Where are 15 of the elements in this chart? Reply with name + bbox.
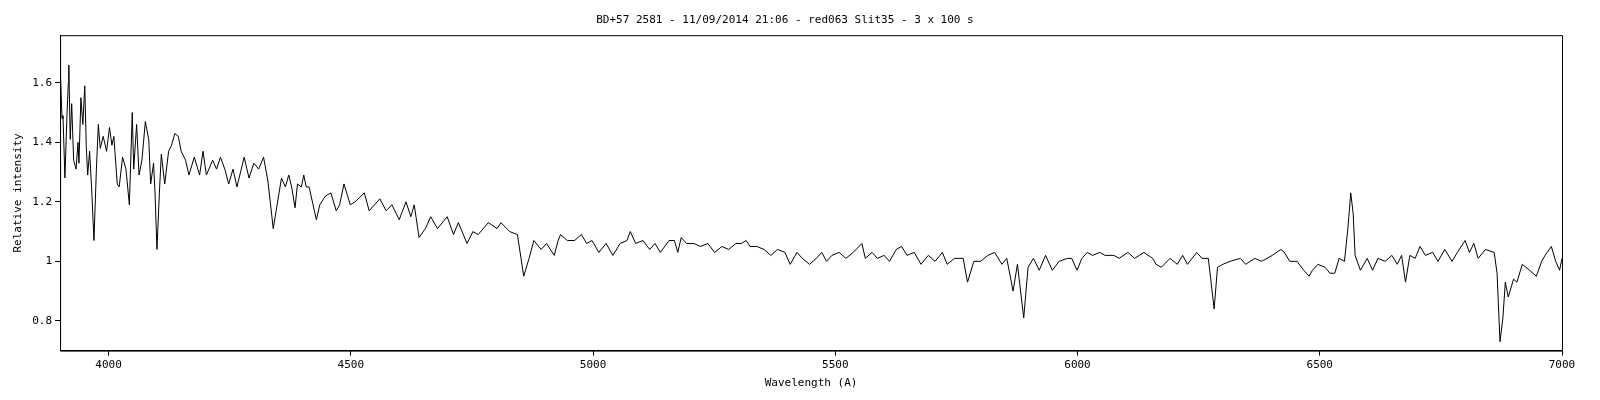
y-tick-label: 1.2	[32, 194, 53, 208]
y-axis-title: Relative intensity	[11, 132, 25, 253]
x-tick-label: 6500	[1306, 358, 1333, 372]
x-tick-label: 7000	[1548, 358, 1576, 372]
x-tick-label: 5500	[822, 358, 849, 372]
x-tick-label: 4500	[337, 358, 365, 372]
y-tick-label: 1	[45, 254, 53, 268]
x-axis-title: Wavelength (A)	[764, 376, 858, 390]
x-tick-label: 5000	[579, 358, 607, 372]
chart-title: BD+57 2581 - 11/09/2014 21:06 - red063 Slit35 - 3 x 100 s	[596, 13, 974, 27]
y-tick-label: 0.8	[32, 313, 53, 327]
y-tick-label: 1.4	[32, 135, 53, 149]
x-tick-label: 6000	[1064, 358, 1091, 372]
y-tick-label: 1.6	[32, 75, 53, 89]
x-tick-label: 4000	[95, 358, 122, 372]
